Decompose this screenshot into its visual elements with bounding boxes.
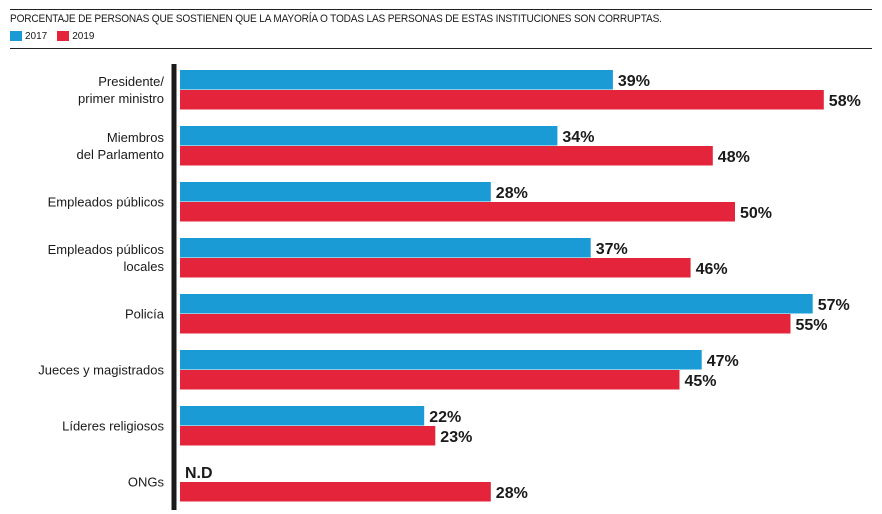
category-label: Presidente/primer ministro xyxy=(78,74,164,106)
data-label-2019: 48% xyxy=(718,149,750,166)
legend: 2017 2019 xyxy=(10,29,105,43)
category-label: ONGs xyxy=(128,475,165,490)
category-label-line: Jueces y magistrados xyxy=(38,363,164,378)
data-label-2017: 34% xyxy=(562,129,594,146)
data-label-2019: 46% xyxy=(696,261,728,278)
category-label: Jueces y magistrados xyxy=(38,363,164,378)
category-label-line: del Parlamento xyxy=(77,147,164,162)
category-label: Líderes religiosos xyxy=(62,419,164,434)
legend-label-2019: 2019 xyxy=(72,30,95,42)
data-label-2017: 37% xyxy=(596,241,628,258)
bar-2019 xyxy=(180,202,735,222)
data-label-2017: 57% xyxy=(818,297,850,314)
category-label-line: locales xyxy=(124,259,165,274)
bar-2017 xyxy=(180,294,813,314)
category-label-line: Empleados públicos xyxy=(48,195,165,210)
data-label-2017: 47% xyxy=(707,353,739,370)
legend-swatch-2019 xyxy=(57,31,70,41)
data-label-2017: 28% xyxy=(496,185,528,202)
bar-2019 xyxy=(180,370,680,390)
legend-item-2019: 2019 xyxy=(57,30,95,42)
data-label-2019: 45% xyxy=(685,373,717,390)
top-rule xyxy=(10,9,872,10)
legend-item-2017: 2017 xyxy=(10,31,47,42)
bar-2019 xyxy=(180,482,491,502)
bar-2019 xyxy=(180,146,713,166)
category-label-line: primer ministro xyxy=(78,91,164,106)
bar-2017 xyxy=(180,350,702,370)
category-label: Policía xyxy=(125,307,165,322)
data-label-2017: N.D xyxy=(185,465,213,482)
category-label-line: Miembros xyxy=(107,130,165,145)
data-label-2019: 28% xyxy=(496,485,528,502)
category-label: Empleados públicos locales xyxy=(48,242,165,274)
bar-2019 xyxy=(180,426,436,446)
category-label: Miembros del Parlamento xyxy=(77,130,165,162)
data-label-2019: 58% xyxy=(829,93,861,110)
separator-rule xyxy=(10,48,872,49)
bar-2017 xyxy=(180,126,558,146)
category-label-line: ONGs xyxy=(128,475,165,490)
data-label-2019: 55% xyxy=(796,317,828,334)
bar-2017 xyxy=(180,70,613,90)
category-label-line: Empleados públicos xyxy=(48,242,165,257)
chart-title: PORCENTAJE DE PERSONAS QUE SOSTIENEN QUE… xyxy=(10,13,662,25)
legend-swatch-2017 xyxy=(10,31,22,41)
category-label-line: Líderes religiosos xyxy=(62,419,164,434)
bar-2019 xyxy=(180,90,824,110)
category-label-line: Presidente/ xyxy=(98,74,164,89)
bar-2017 xyxy=(180,182,491,202)
bar-2019 xyxy=(180,314,791,334)
category-label-line: Policía xyxy=(125,307,165,322)
bar-2017 xyxy=(180,238,591,258)
data-label-2019: 23% xyxy=(440,429,472,446)
data-label-2019: 50% xyxy=(740,205,772,222)
legend-label-2017: 2017 xyxy=(25,30,48,42)
bar-2019 xyxy=(180,258,691,278)
data-label-2017: 39% xyxy=(618,73,650,90)
category-label: Empleados públicos xyxy=(48,195,165,210)
data-label-2017: 22% xyxy=(429,409,461,426)
bar-2017 xyxy=(180,406,425,426)
